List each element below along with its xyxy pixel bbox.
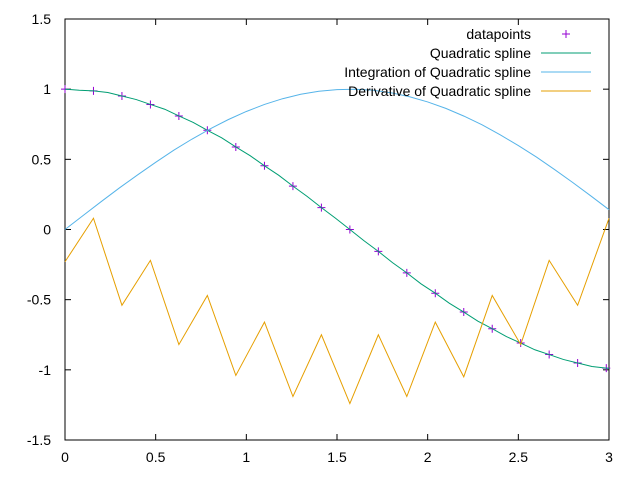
legend-item-quadratic-spline: Quadratic spline	[430, 45, 591, 61]
series-datapoints	[61, 85, 611, 373]
y-tick-label: 1	[43, 81, 51, 97]
legend-label: Quadratic spline	[430, 45, 531, 61]
series-quadratic-spline	[64, 88, 610, 369]
legend-label: datapoints	[466, 26, 531, 42]
series-derivative-of-quadratic-spline	[64, 217, 610, 405]
series-layer	[61, 85, 611, 405]
legend-label: Derivative of Quadratic spline	[348, 83, 531, 99]
y-tick-label: -1.5	[27, 432, 51, 448]
legend-item-datapoints: datapoints	[466, 26, 570, 42]
y-tick-label: 0.5	[32, 151, 52, 167]
legend: datapoints Quadratic spline Integration of…	[344, 26, 591, 99]
legend-item-derivative-of-quadratic-spline: Derivative of Quadratic spline	[348, 83, 591, 99]
x-tick-label: 1	[242, 449, 250, 465]
series-integration-of-quadratic-spline	[64, 88, 610, 230]
series-line	[64, 217, 610, 405]
y-tick-label: 0	[43, 222, 51, 238]
axis-ticks: 0 0.5 1 1.5 2 2.5 3 -1.5 -1 -0.5 0 0.5 1 1.5	[27, 11, 613, 465]
series-line	[64, 88, 610, 230]
legend-item-integration-of-quadratic-spline: Integration of Quadratic spline	[344, 64, 591, 80]
y-tick-label: -1	[39, 362, 52, 378]
legend-label: Integration of Quadratic spline	[344, 64, 531, 80]
x-tick-label: 1.5	[327, 449, 347, 465]
legend-swatch	[562, 30, 570, 38]
x-tick-label: 0	[61, 449, 69, 465]
x-tick-label: 3	[605, 449, 613, 465]
y-tick-label: 1.5	[32, 11, 52, 27]
x-tick-label: 0.5	[146, 449, 166, 465]
x-tick-label: 2	[424, 449, 432, 465]
series-line	[64, 88, 610, 369]
x-tick-label: 2.5	[509, 449, 529, 465]
y-tick-label: -0.5	[27, 292, 51, 308]
